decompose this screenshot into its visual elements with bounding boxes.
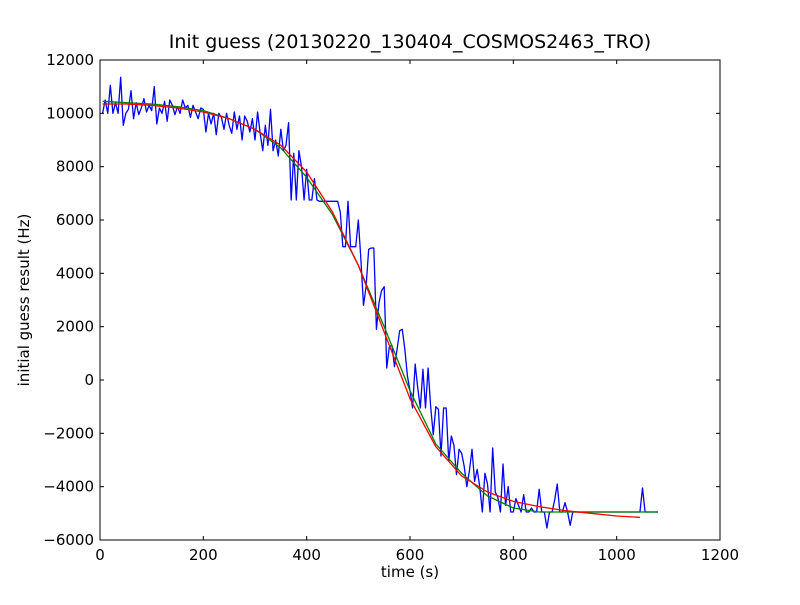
y-tick-label: 8000 (56, 158, 94, 176)
x-tick-label: 400 (292, 546, 321, 564)
x-tick-label: 800 (499, 546, 528, 564)
y-tick-label: 10000 (46, 104, 94, 122)
series-layer (101, 76, 658, 529)
series-line-2 (102, 100, 658, 513)
y-tick-label: −6000 (43, 531, 94, 549)
y-tick-label: −4000 (43, 478, 94, 496)
x-tick-label: 600 (396, 546, 425, 564)
x-tick-label: 1000 (598, 546, 636, 564)
y-tick-label: 6000 (56, 211, 94, 229)
series-line-1 (101, 76, 658, 529)
y-axis-title: initial guess result (Hz) (15, 214, 33, 387)
plot-area-frame (99, 59, 721, 541)
y-tick-label: 12000 (46, 51, 94, 69)
x-axis-title: time (s) (381, 563, 439, 581)
y-tick-label: 0 (84, 371, 94, 389)
x-tick-label: 0 (95, 546, 105, 564)
y-tick-label: −2000 (43, 424, 94, 442)
y-tick-label: 2000 (56, 318, 94, 336)
tick-layer: 0 200 400 600 800 1000 1200 −6000 −4000 −2000 0 200… (43, 51, 739, 564)
y-tick-label: 4000 (56, 264, 94, 282)
series-line-3 (102, 103, 640, 518)
x-tick-label: 200 (189, 546, 218, 564)
chart-title: Init guess (20130220_130404_COSMOS2463_T… (169, 31, 651, 53)
x-tick-label: 1200 (701, 546, 739, 564)
